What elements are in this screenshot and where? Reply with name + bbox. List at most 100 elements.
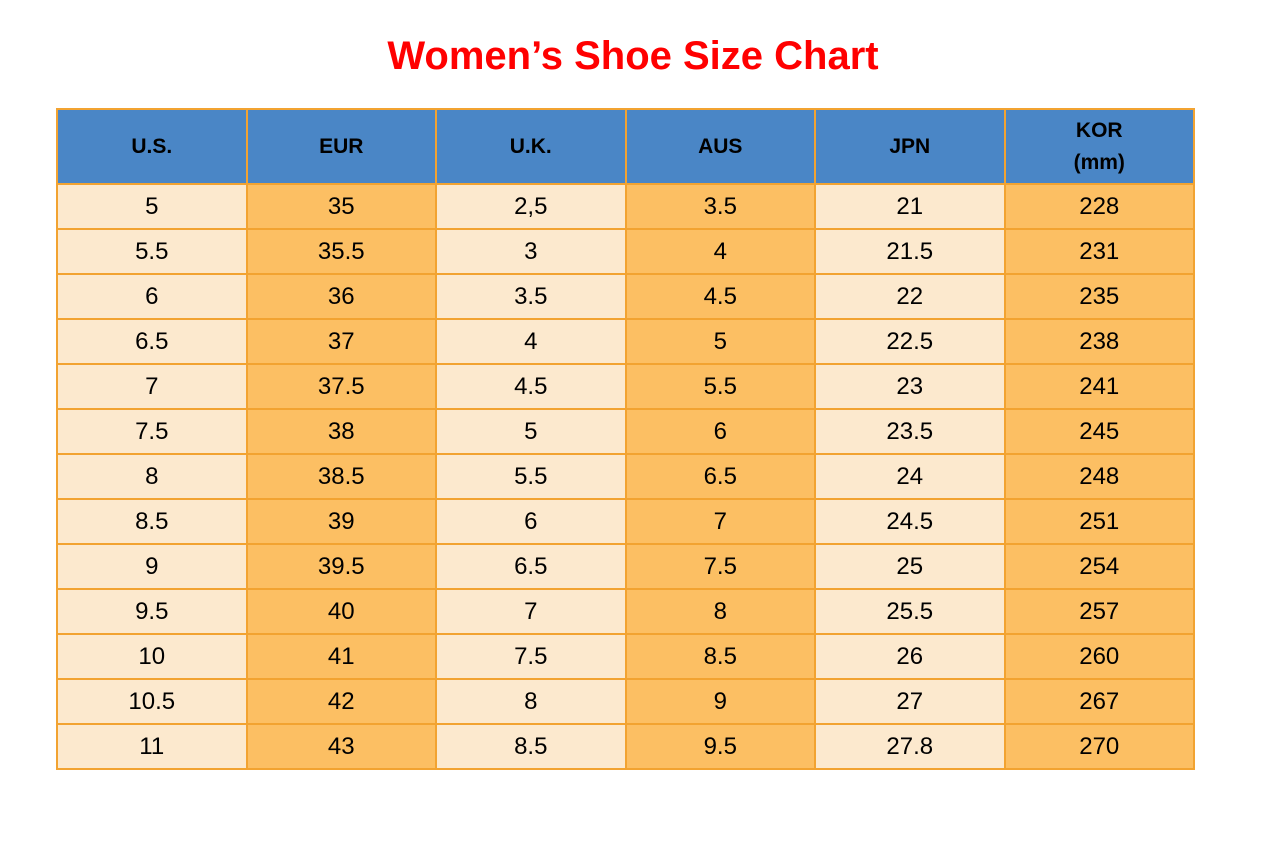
table-row: 7 37.5 4.5 5.5 23 241 [56,363,1195,410]
table-cell: 4 [624,228,816,275]
table-cell: 21.5 [814,228,1006,275]
table-cell: 235 [1003,273,1195,320]
table-row: 9 39.5 6.5 7.5 25 254 [56,543,1195,590]
table-cell: 10 [56,633,248,680]
table-cell: 25.5 [814,588,1006,635]
table-row: 11 43 8.5 9.5 27.8 270 [56,723,1195,770]
table-cell: 7.5 [624,543,816,590]
table-cell: 38.5 [245,453,437,500]
shoe-size-table: U.S. EUR U.K. AUS JPN KOR (mm) 5 35 2,5 3.5 21 228 5… [56,108,1195,770]
table-cell: 42 [245,678,437,725]
table-row: 6 36 3.5 4.5 22 235 [56,273,1195,320]
page-title: Women’s Shoe Size Chart [387,34,879,78]
column-header-label: AUS [698,134,743,158]
table-cell: 39.5 [245,543,437,590]
table-cell: 8.5 [435,723,627,770]
table-cell: 40 [245,588,437,635]
table-cell: 8 [435,678,627,725]
table-cell: 43 [245,723,437,770]
table-cell: 6.5 [435,543,627,590]
table-row: 9.5 40 7 8 25.5 257 [56,588,1195,635]
column-header-label: EUR [319,134,364,158]
table-cell: 23 [814,363,1006,410]
table-cell: 21 [814,183,1006,230]
table-cell: 2,5 [435,183,627,230]
table-cell: 37.5 [245,363,437,410]
table-row: 7.5 38 5 6 23.5 245 [56,408,1195,455]
table-cell: 8.5 [624,633,816,680]
table-cell: 39 [245,498,437,545]
table-cell: 7 [56,363,248,410]
table-cell: 3 [435,228,627,275]
table-cell: 245 [1003,408,1195,455]
table-cell: 6.5 [624,453,816,500]
column-header-label: U.K. [509,134,552,158]
table-header-row: U.S. EUR U.K. AUS JPN KOR (mm) [56,108,1195,185]
table-cell: 254 [1003,543,1195,590]
table-cell: 231 [1003,228,1195,275]
table-cell: 25 [814,543,1006,590]
table-cell: 38 [245,408,437,455]
table-cell: 11 [56,723,248,770]
table-cell: 24 [814,453,1006,500]
table-cell: 24.5 [814,498,1006,545]
table-cell: 5.5 [435,453,627,500]
table-cell: 27.8 [814,723,1006,770]
table-cell: 22.5 [814,318,1006,365]
table-cell: 4.5 [624,273,816,320]
table-cell: 260 [1003,633,1195,680]
column-header-label: KOR [1075,119,1123,142]
table-cell: 5 [435,408,627,455]
table-cell: 9.5 [56,588,248,635]
table-cell: 9.5 [624,723,816,770]
table-cell: 270 [1003,723,1195,770]
table-row: 5.5 35.5 3 4 21.5 231 [56,228,1195,275]
table-body: 5 35 2,5 3.5 21 228 5.5 35.5 3 4 21.5 231 6 36 3.5 4.5 2… [56,183,1195,770]
table-cell: 6 [624,408,816,455]
table-cell: 257 [1003,588,1195,635]
table-cell: 37 [245,318,437,365]
table-header: U.S. EUR U.K. AUS JPN KOR (mm) [56,108,1195,185]
table-cell: 35.5 [245,228,437,275]
table-cell: 22 [814,273,1006,320]
table-cell: 251 [1003,498,1195,545]
table-row: 8 38.5 5.5 6.5 24 248 [56,453,1195,500]
column-header-aus: AUS [624,108,816,185]
table-cell: 10.5 [56,678,248,725]
table-cell: 7.5 [56,408,248,455]
table-cell: 241 [1003,363,1195,410]
table-cell: 27 [814,678,1006,725]
table-cell: 6 [56,273,248,320]
column-header-jpn: JPN [814,108,1006,185]
column-header-label: U.S. [131,134,173,158]
table-cell: 5 [624,318,816,365]
table-row: 10 41 7.5 8.5 26 260 [56,633,1195,680]
table-cell: 9 [56,543,248,590]
column-header-label: JPN [889,134,931,158]
column-header-kor: KOR (mm) [1003,108,1195,185]
table-cell: 8.5 [56,498,248,545]
table-cell: 4 [435,318,627,365]
table-row: 6.5 37 4 5 22.5 238 [56,318,1195,365]
table-cell: 4.5 [435,363,627,410]
table-row: 5 35 2,5 3.5 21 228 [56,183,1195,230]
table-cell: 248 [1003,453,1195,500]
column-header-uk: U.K. [435,108,627,185]
table-cell: 5.5 [624,363,816,410]
column-header-us: U.S. [56,108,248,185]
table-cell: 6.5 [56,318,248,365]
table-cell: 9 [624,678,816,725]
table-cell: 8 [56,453,248,500]
column-header-sublabel: (mm) [1073,150,1125,174]
table-cell: 36 [245,273,437,320]
table-cell: 5 [56,183,248,230]
table-cell: 23.5 [814,408,1006,455]
table-cell: 228 [1003,183,1195,230]
table-cell: 5.5 [56,228,248,275]
table-cell: 35 [245,183,437,230]
table-cell: 267 [1003,678,1195,725]
table-cell: 8 [624,588,816,635]
table-cell: 3.5 [624,183,816,230]
table-row: 8.5 39 6 7 24.5 251 [56,498,1195,545]
